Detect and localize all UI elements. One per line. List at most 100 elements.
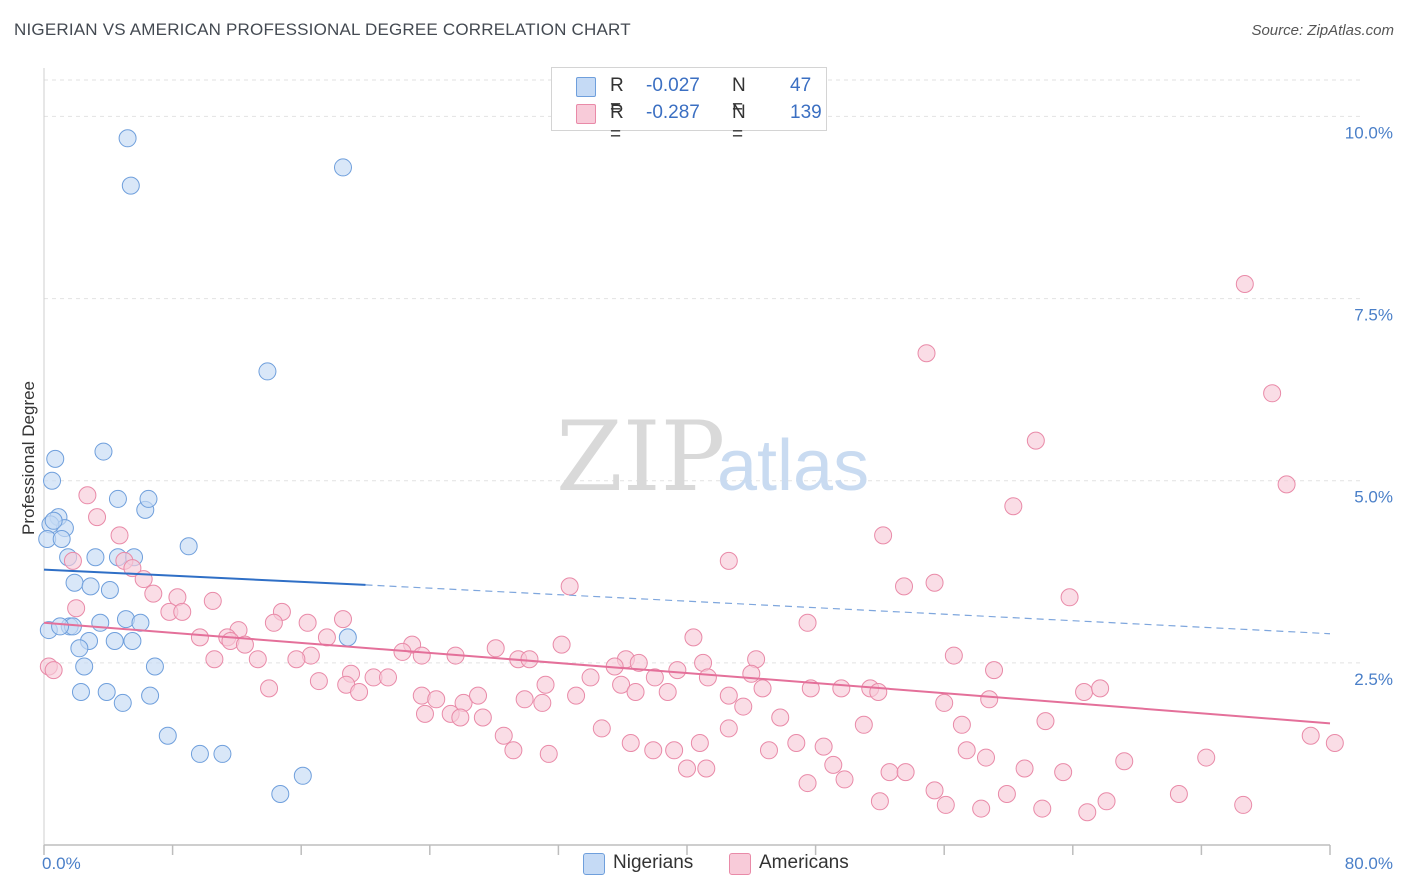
point-nigerians [293, 766, 312, 785]
point-americans [486, 639, 505, 658]
data-points [38, 129, 1344, 822]
point-nigerians [158, 726, 177, 745]
point-americans [63, 551, 82, 570]
point-americans [1033, 799, 1052, 818]
point-americans [1277, 475, 1296, 494]
point-americans [379, 668, 398, 687]
point-nigerians [333, 158, 352, 177]
point-americans [925, 573, 944, 592]
point-americans [787, 734, 806, 752]
point-americans [835, 770, 854, 789]
point-americans [697, 759, 716, 778]
point-americans [44, 661, 63, 680]
point-americans [645, 668, 664, 687]
point-americans [621, 734, 640, 752]
stats-legend: R = -0.027 N = 47 R = -0.287 N = 139 [551, 67, 827, 145]
point-nigerians [44, 511, 63, 530]
point-americans [552, 635, 571, 654]
point-americans [870, 792, 889, 811]
point-americans [190, 628, 209, 647]
point-americans [944, 646, 963, 665]
point-americans [644, 741, 663, 760]
point-americans [869, 683, 888, 701]
point-americans [560, 577, 579, 596]
point-americans [917, 344, 936, 363]
x-tick-labels: 0.0% 80.0% [42, 854, 1393, 873]
point-americans [678, 759, 696, 778]
point-americans [629, 653, 648, 672]
legend-n-value: 139 [790, 102, 822, 123]
point-americans [801, 679, 820, 698]
x-tick-label: 0.0% [42, 854, 81, 873]
point-americans [494, 726, 513, 745]
point-americans [235, 635, 254, 654]
point-americans [260, 679, 279, 698]
point-nigerians [100, 581, 119, 599]
point-americans [896, 763, 915, 782]
point-americans [684, 628, 703, 647]
legend-r-label: R = [610, 75, 624, 118]
point-americans [771, 708, 790, 727]
legend-swatch-nigerians [576, 77, 596, 97]
point-americans [626, 683, 645, 701]
source-label: Source: ZipAtlas.com [1251, 22, 1394, 39]
point-americans [581, 668, 600, 687]
point-americans [504, 741, 523, 760]
point-americans [1234, 795, 1253, 814]
watermark-zip: ZIP [556, 401, 725, 513]
bottom-legend-swatch-americans [729, 853, 751, 875]
point-americans [925, 781, 944, 800]
point-americans [205, 650, 224, 669]
point-americans [957, 741, 976, 760]
point-americans [173, 602, 192, 621]
point-americans [1325, 734, 1344, 752]
point-americans [1091, 679, 1110, 698]
point-americans [972, 799, 991, 818]
point-americans [67, 599, 86, 618]
point-americans [1097, 792, 1116, 811]
point-americans [665, 741, 684, 760]
point-americans [832, 679, 851, 698]
point-americans [427, 690, 446, 709]
point-nigerians [145, 657, 164, 676]
point-americans [415, 704, 434, 723]
point-americans [997, 785, 1016, 803]
point-nigerians [105, 632, 124, 650]
point-nigerians [91, 613, 110, 632]
bottom-legend-label: Americans [759, 852, 849, 873]
y-axis-label: Professional Degree [19, 381, 38, 535]
point-nigerians [131, 613, 150, 632]
y-tick-label: 5.0% [1354, 488, 1393, 507]
point-nigerians [43, 471, 62, 490]
point-americans [690, 734, 709, 752]
point-nigerians [123, 632, 142, 650]
point-nigerians [51, 617, 70, 636]
point-americans [1263, 384, 1282, 403]
point-americans [592, 719, 611, 738]
trend-line-americans [43, 621, 1331, 725]
point-americans [412, 646, 431, 665]
point-americans [719, 551, 738, 570]
point-americans [895, 577, 914, 596]
point-nigerians [338, 628, 357, 647]
point-americans [1075, 683, 1094, 701]
point-americans [798, 613, 817, 632]
point-nigerians [190, 744, 209, 763]
point-americans [753, 679, 772, 698]
point-americans [520, 650, 539, 669]
point-americans [536, 675, 555, 694]
point-nigerians [65, 573, 84, 592]
point-nigerians [139, 489, 158, 508]
point-americans [248, 650, 267, 669]
point-nigerians [213, 744, 232, 763]
point-americans [1197, 748, 1216, 767]
point-americans [533, 693, 552, 712]
point-americans [333, 610, 352, 629]
point-americans [854, 715, 873, 734]
point-americans [469, 686, 488, 705]
point-nigerians [118, 129, 137, 148]
point-americans [976, 748, 995, 767]
point-americans [985, 661, 1004, 680]
point-americans [734, 697, 753, 716]
